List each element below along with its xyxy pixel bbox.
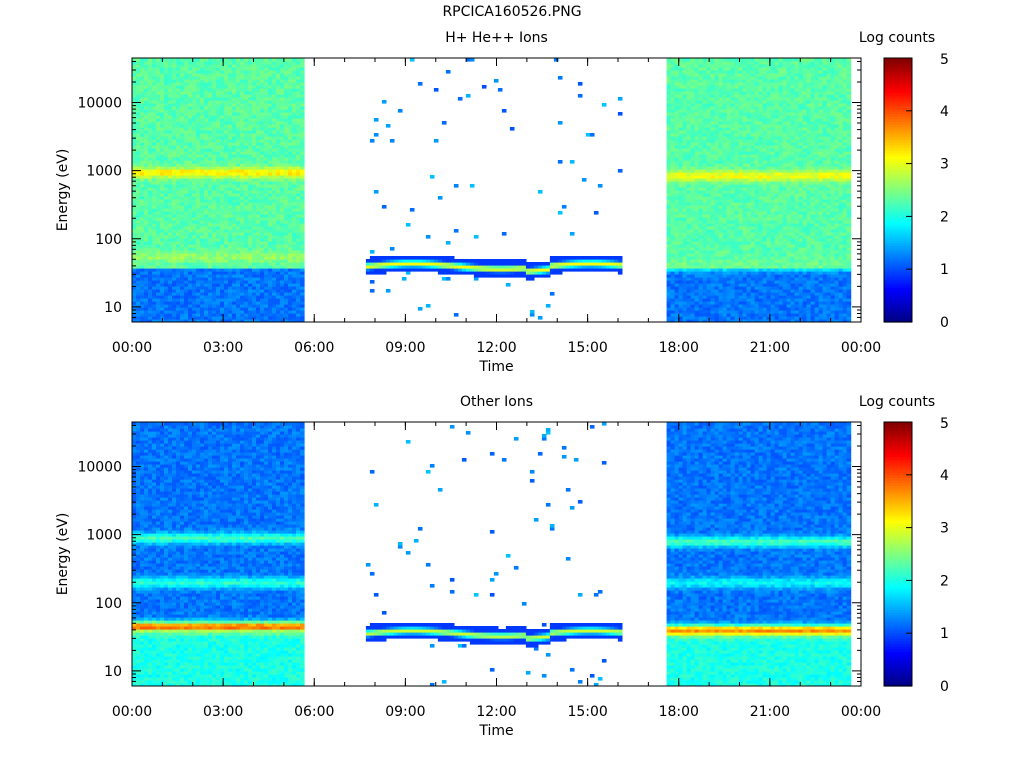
- x-tick-label: 00:00: [112, 704, 152, 720]
- colorbar-tick-label: 5: [940, 416, 949, 432]
- colorbar-tick-label: 3: [940, 157, 949, 173]
- colorbar-tick-label: 0: [940, 679, 949, 695]
- y-tick-label: 10000: [77, 96, 122, 112]
- x-tick-label: 00:00: [112, 340, 152, 356]
- x-tick-label: 12:00: [476, 340, 516, 356]
- y-axis-label: Energy (eV): [55, 513, 71, 596]
- heatmap-segment-2: [666, 422, 852, 686]
- colorbar-tick-label: 0: [940, 315, 949, 331]
- x-tick-label: 06:00: [294, 340, 334, 356]
- x-tick-label: 03:00: [203, 704, 243, 720]
- x-tick-label: 15:00: [567, 340, 607, 356]
- x-tick-label: 18:00: [659, 340, 699, 356]
- panel-title: H+ He++ Ions: [445, 30, 548, 46]
- heatmap-cells: [132, 422, 852, 686]
- colorbar-tick-label: 2: [940, 573, 949, 589]
- colorbar-tick-label: 2: [940, 209, 949, 225]
- colorbar: [884, 58, 912, 323]
- colorbar: [884, 422, 912, 687]
- x-tick-label: 06:00: [294, 704, 334, 720]
- heatmap-cells: [132, 58, 852, 322]
- y-tick-label: 10: [104, 300, 122, 316]
- x-tick-label: 12:00: [476, 704, 516, 720]
- colorbar-tick-label: 4: [940, 468, 949, 484]
- x-tick-label: 09:00: [385, 704, 425, 720]
- colorbar-frame: [883, 57, 913, 323]
- heatmap-segment-1: [365, 422, 623, 686]
- y-tick-label: 100: [95, 596, 122, 612]
- x-tick-label: 09:00: [385, 340, 425, 356]
- x-tick-label: 00:00: [841, 340, 881, 356]
- figure-title: RPCICA160526.PNG: [442, 4, 582, 20]
- heatmap-segment-1: [365, 58, 623, 320]
- colorbar-tick-label: 1: [940, 626, 949, 642]
- panel-title: Other Ions: [460, 394, 533, 410]
- x-tick-label: 15:00: [567, 704, 607, 720]
- colorbar-label: Log counts: [859, 30, 935, 46]
- heatmap-segment-2: [666, 58, 852, 322]
- x-tick-label: 03:00: [203, 340, 243, 356]
- colorbar-tick-label: 1: [940, 262, 949, 278]
- x-tick-label: 21:00: [750, 704, 790, 720]
- x-tick-label: 00:00: [841, 704, 881, 720]
- y-tick-label: 1000: [86, 528, 122, 544]
- heatmap-segment-0: [132, 422, 305, 686]
- x-tick-label: 21:00: [750, 340, 790, 356]
- colorbar-label: Log counts: [859, 394, 935, 410]
- colorbar-tick-label: 3: [940, 521, 949, 537]
- y-tick-label: 10000: [77, 460, 122, 476]
- y-tick-label: 10: [104, 664, 122, 680]
- heatmap-segment-0: [132, 58, 305, 322]
- y-tick-label: 100: [95, 232, 122, 248]
- x-axis-label: Time: [478, 359, 513, 375]
- colorbar-frame: [883, 421, 913, 687]
- colorbar-tick-label: 5: [940, 52, 949, 68]
- colorbar-tick-label: 4: [940, 104, 949, 120]
- y-axis-label: Energy (eV): [55, 149, 71, 232]
- x-tick-label: 18:00: [659, 704, 699, 720]
- y-tick-label: 1000: [86, 164, 122, 180]
- x-axis-label: Time: [478, 723, 513, 739]
